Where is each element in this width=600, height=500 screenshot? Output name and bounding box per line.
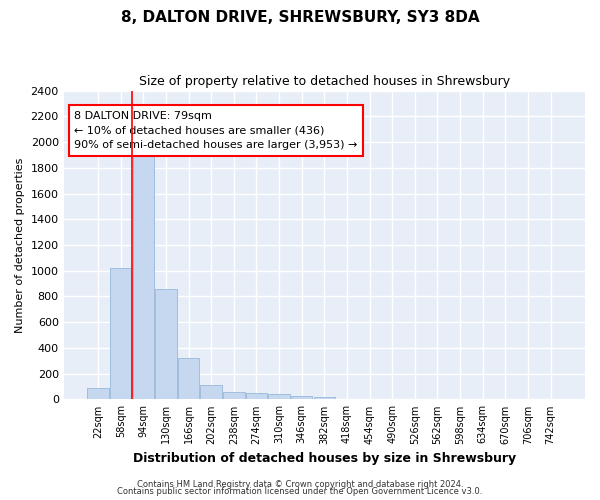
Bar — [133, 156, 154, 400]
Bar — [200, 384, 222, 400]
Text: 8, DALTON DRIVE, SHREWSBURY, SY3 8DA: 8, DALTON DRIVE, SHREWSBURY, SY3 8DA — [121, 10, 479, 25]
Bar — [223, 392, 245, 400]
Text: 8 DALTON DRIVE: 79sqm
← 10% of detached houses are smaller (436)
90% of semi-det: 8 DALTON DRIVE: 79sqm ← 10% of detached … — [74, 110, 358, 150]
Y-axis label: Number of detached properties: Number of detached properties — [15, 158, 25, 332]
Bar — [268, 394, 290, 400]
Title: Size of property relative to detached houses in Shrewsbury: Size of property relative to detached ho… — [139, 75, 510, 88]
Bar — [88, 388, 109, 400]
Bar — [291, 396, 313, 400]
Text: Contains HM Land Registry data © Crown copyright and database right 2024.: Contains HM Land Registry data © Crown c… — [137, 480, 463, 489]
X-axis label: Distribution of detached houses by size in Shrewsbury: Distribution of detached houses by size … — [133, 452, 516, 465]
Bar — [155, 289, 177, 400]
Bar — [178, 358, 199, 400]
Bar — [314, 397, 335, 400]
Bar — [246, 394, 267, 400]
Text: Contains public sector information licensed under the Open Government Licence v3: Contains public sector information licen… — [118, 488, 482, 496]
Bar — [110, 268, 131, 400]
